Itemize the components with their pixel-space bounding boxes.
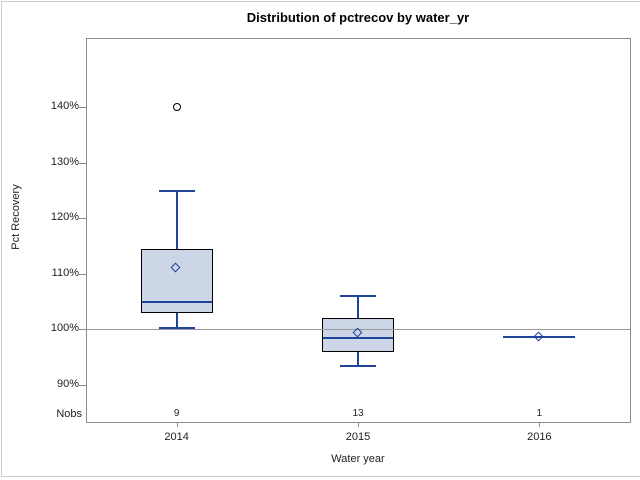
x-tick-mark (176, 422, 178, 427)
single-value-line (503, 336, 576, 339)
x-tick-mark (358, 422, 359, 427)
x-tick-label: 2015 (345, 431, 371, 443)
y-tick-label: 130% (50, 155, 79, 168)
nobs-row-label: Nobs (56, 408, 82, 420)
x-tick-label: 2016 (527, 431, 552, 443)
chart-title: Distribution of pctrecov by water_yr (246, 10, 470, 25)
nobs-value: 9 (173, 408, 180, 419)
box-whisker-cap-upper (340, 295, 376, 298)
box (322, 318, 394, 352)
nobs-value: 13 (352, 408, 364, 419)
box-whisker-upper (175, 190, 178, 249)
box (140, 248, 213, 313)
y-tick-label: 120% (50, 211, 79, 224)
x-tick-mark (539, 422, 541, 427)
outlier-point (172, 103, 181, 112)
reference-line (86, 329, 630, 331)
y-tick-mark (79, 218, 86, 220)
box-whisker-cap-lower (158, 326, 195, 329)
x-axis-title: Water year (331, 453, 385, 465)
y-tick-mark (79, 162, 86, 164)
median-line (323, 336, 393, 339)
y-tick-mark (79, 273, 86, 275)
box-whisker-upper (357, 296, 359, 319)
y-tick-label: 110% (51, 266, 79, 279)
box-whisker-cap-upper (158, 189, 195, 192)
box-whisker-lower (175, 312, 178, 328)
y-tick-mark (79, 107, 86, 109)
y-tick-mark (79, 329, 86, 331)
box-whisker-lower (357, 351, 359, 367)
box-whisker-cap-lower (340, 365, 376, 368)
nobs-value: 1 (536, 408, 543, 419)
mean-diamond-icon (533, 331, 544, 342)
y-tick-label: 100% (50, 322, 79, 335)
median-line (141, 300, 212, 303)
y-tick-label: 140% (50, 100, 79, 113)
y-tick-label: 90% (56, 377, 79, 390)
x-tick-label: 2014 (164, 431, 189, 443)
y-tick-mark (79, 384, 86, 386)
